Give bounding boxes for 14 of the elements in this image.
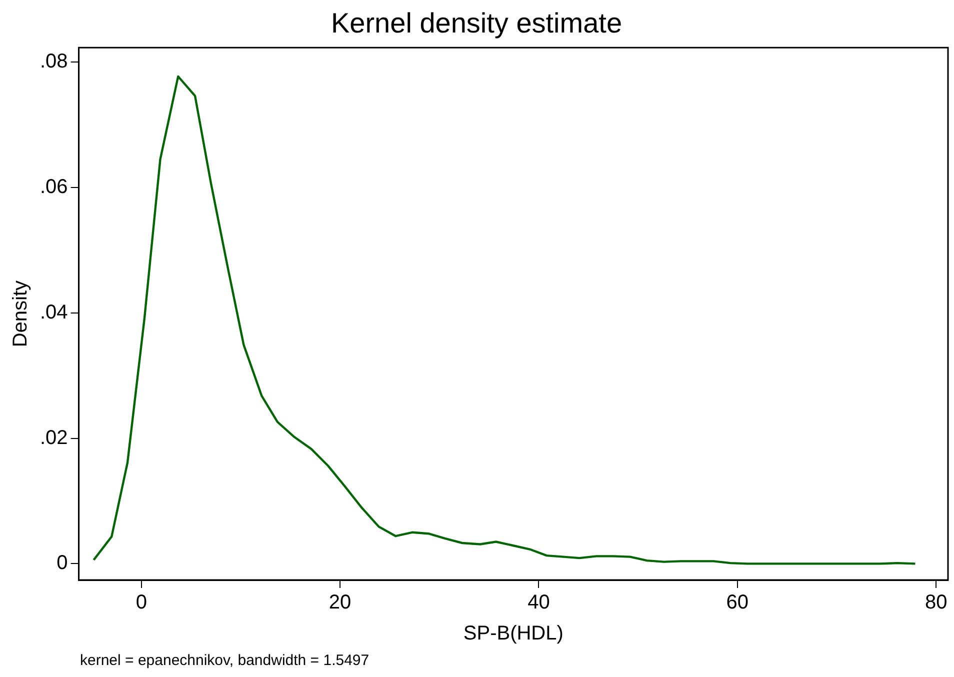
x-tick-label: 20 — [328, 592, 352, 614]
y-tick-label: .06 — [40, 176, 68, 198]
x-tick-label: 80 — [924, 592, 948, 614]
y-tick-label: .08 — [40, 50, 68, 73]
x-axis-title: SP-B(HDL) — [463, 622, 564, 645]
x-tick-label: 60 — [726, 592, 749, 614]
y-axis-title: Density — [10, 280, 32, 348]
text: kernel = epanechnikov, bandwidth = 1.5497 — [80, 652, 370, 669]
x-tick-label: 0 — [136, 592, 147, 614]
y-tick-label: .02 — [40, 426, 68, 449]
x-tick-label: 40 — [528, 592, 550, 614]
chart-title: Kernel density estimate — [330, 8, 622, 39]
y-tick-label: .04 — [40, 301, 68, 324]
y-tick-label: 0 — [56, 552, 68, 574]
